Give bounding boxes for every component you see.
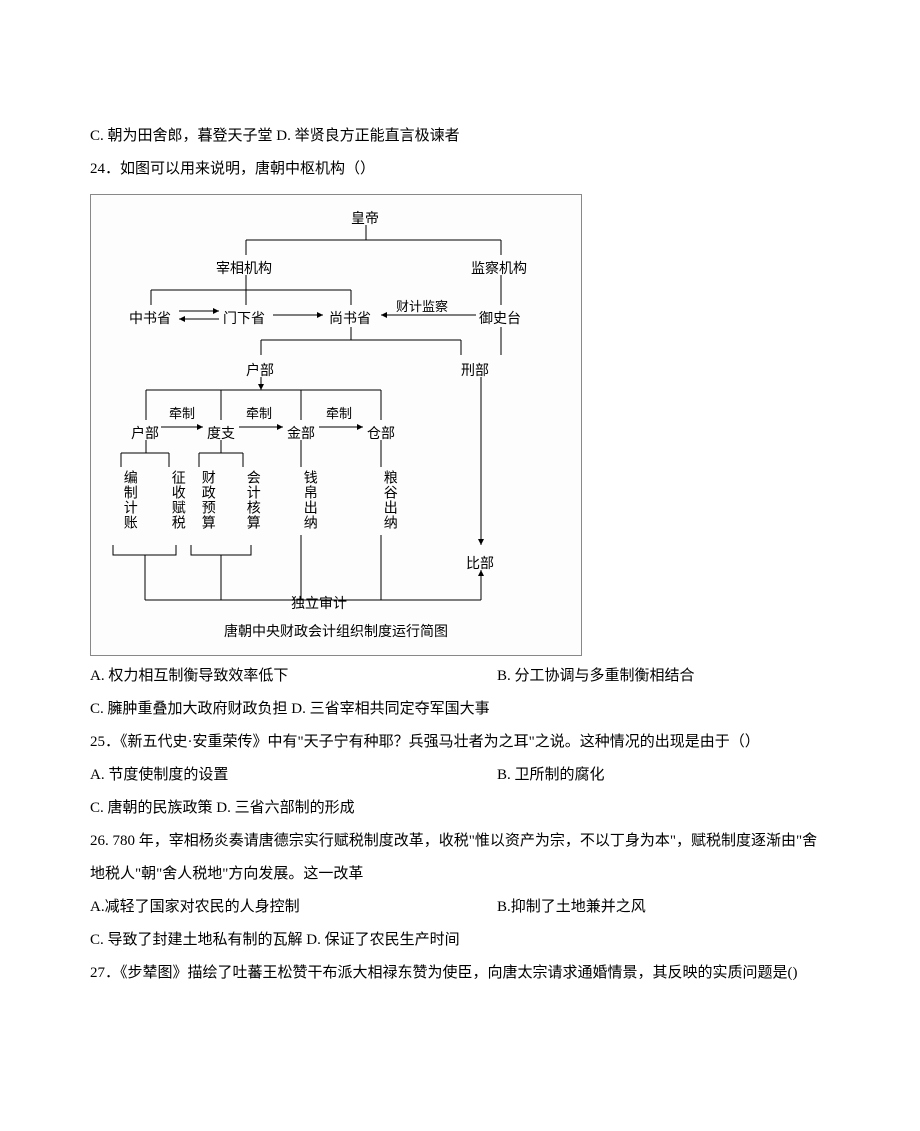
node-hubu-up: 户部	[246, 357, 274, 388]
node-qz3: 牵制	[326, 400, 352, 429]
q27-stem: 27．《步辇图》描绘了吐蕃王松赞干布派大相禄东赞为使臣，向唐太宗请求通婚情景，其…	[90, 957, 830, 990]
node-xingbu: 刑部	[461, 357, 489, 388]
q26-b: B.抑制了土地兼并之风	[497, 891, 646, 924]
q23-c: C. 朝为田舍郎，暮登天子堂	[90, 128, 273, 144]
q26-options-ab: A.减轻了国家对农民的人身控制 B.抑制了土地兼并之风	[90, 891, 830, 924]
node-qz1: 牵制	[169, 400, 195, 429]
diagram-caption: 唐朝中央财政会计组织制度运行简图	[91, 618, 581, 649]
org-diagram: 皇帝 宰相机构 监察机构 中书省 门下省 尚书省 财计监察 御史台 户部 刑部 …	[90, 194, 582, 656]
q25-b: B. 卫所制的腐化	[497, 759, 605, 792]
q24-options-ab: A. 权力相互制衡导致效率低下 B. 分工协调与多重制衡相结合	[90, 660, 830, 693]
q26-c: C. 导致了封建土地私有制的瓦解	[90, 932, 303, 948]
q25-options-ab: A. 节度使制度的设置 B. 卫所制的腐化	[90, 759, 830, 792]
node-liangu: 粮谷出纳	[373, 470, 404, 530]
node-shenji: 独立审计	[291, 590, 347, 621]
node-caizheng: 财政预算	[191, 470, 222, 530]
node-bianzhi: 编制计账	[113, 470, 144, 530]
node-hubu: 户部	[131, 420, 159, 451]
q23-d: D. 举贤良方正能直言极谏者	[276, 128, 459, 144]
node-kuaiji: 会计核算	[236, 470, 267, 530]
node-zaixiang: 宰相机构	[216, 255, 272, 286]
node-menxia: 门下省	[223, 305, 265, 336]
node-duzhi: 度支	[207, 420, 235, 451]
q24-b: B. 分工协调与多重制衡相结合	[497, 660, 695, 693]
q25-d: D. 三省六部制的形成	[216, 800, 354, 816]
q26-a: A.减轻了国家对农民的人身控制	[90, 891, 497, 924]
q24-stem: 24．如图可以用来说明，唐朝中枢机构（）	[90, 153, 830, 186]
node-emperor: 皇帝	[351, 205, 379, 236]
node-caiji: 财计监察	[396, 293, 448, 322]
q24-d: D. 三省宰相共同定夺军国大事	[291, 701, 489, 717]
node-jiancha: 监察机构	[471, 255, 527, 286]
q26-d: D. 保证了农民生产时间	[306, 932, 459, 948]
node-zhongshu: 中书省	[129, 305, 171, 336]
q25-a: A. 节度使制度的设置	[90, 759, 497, 792]
node-zhengshou: 征收赋税	[161, 470, 192, 530]
q24-options-cd: C. 臃肿重叠加大政府财政负担 D. 三省宰相共同定夺军国大事	[90, 693, 830, 726]
q25-stem: 25．《新五代史·安重荣传》中有"天子宁有种耶？兵强马壮者为之耳"之说。这种情况…	[90, 726, 830, 759]
node-bibu: 比部	[466, 550, 494, 581]
q26-stem: 26. 780 年，宰相杨炎奏请唐德宗实行赋税制度改革，收税"惟以资产为宗，不以…	[90, 825, 830, 891]
q24-a: A. 权力相互制衡导致效率低下	[90, 660, 497, 693]
node-jinbu: 金部	[287, 420, 315, 451]
q25-options-cd: C. 唐朝的民族政策 D. 三省六部制的形成	[90, 792, 830, 825]
q23-options-cd: C. 朝为田舍郎，暮登天子堂 D. 举贤良方正能直言极谏者	[90, 120, 830, 153]
q25-c: C. 唐朝的民族政策	[90, 800, 213, 816]
node-yushi: 御史台	[479, 305, 521, 336]
q26-options-cd: C. 导致了封建土地私有制的瓦解 D. 保证了农民生产时间	[90, 924, 830, 957]
document-page: C. 朝为田舍郎，暮登天子堂 D. 举贤良方正能直言极谏者 24．如图可以用来说…	[0, 0, 920, 1050]
node-shangshu: 尚书省	[329, 305, 371, 336]
q24-c: C. 臃肿重叠加大政府财政负担	[90, 701, 288, 717]
node-cangbu: 仓部	[367, 420, 395, 451]
node-qianbo: 钱帛出纳	[293, 470, 324, 530]
node-qz2: 牵制	[246, 400, 272, 429]
